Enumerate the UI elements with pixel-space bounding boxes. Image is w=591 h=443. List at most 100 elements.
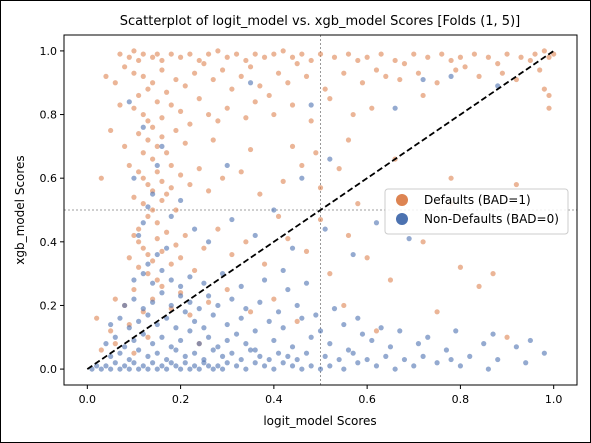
- point-non-default: [98, 366, 104, 372]
- point-default: [140, 150, 146, 156]
- point-default: [122, 64, 128, 70]
- point-non-default: [317, 366, 324, 372]
- point-non-default: [140, 124, 146, 130]
- diagonal-layer: [86, 50, 555, 370]
- point-default: [313, 150, 319, 156]
- point-non-default: [117, 315, 123, 321]
- point-non-default: [303, 350, 310, 356]
- point-non-default: [154, 251, 160, 258]
- point-default: [504, 51, 510, 57]
- point-default: [131, 70, 137, 76]
- point-non-default: [173, 325, 179, 331]
- point-non-default: [150, 360, 156, 366]
- point-default: [191, 267, 198, 274]
- point-default: [145, 86, 151, 92]
- point-default: [369, 105, 375, 111]
- point-non-default: [280, 267, 286, 274]
- point-non-default: [271, 207, 277, 213]
- point-default: [187, 181, 193, 188]
- point-non-default: [275, 350, 282, 356]
- point-default: [257, 83, 263, 89]
- point-non-default: [350, 350, 356, 356]
- point-non-default: [215, 344, 221, 350]
- point-default: [154, 277, 160, 283]
- point-non-default: [317, 328, 324, 334]
- point-default: [425, 54, 431, 60]
- point-non-default: [285, 286, 291, 293]
- point-default: [345, 137, 352, 143]
- point-default: [247, 64, 254, 70]
- point-non-default: [187, 274, 193, 280]
- point-default: [238, 73, 244, 79]
- point-non-default: [140, 271, 146, 277]
- point-default: [243, 57, 249, 64]
- point-default: [355, 57, 361, 64]
- point-default: [164, 229, 170, 235]
- point-non-default: [103, 341, 109, 347]
- point-non-default: [327, 363, 333, 369]
- point-non-default: [308, 363, 314, 369]
- point-non-default: [541, 350, 547, 356]
- point-non-default: [364, 356, 370, 363]
- point-non-default: [154, 162, 160, 169]
- point-non-default: [523, 360, 529, 366]
- point-non-default: [378, 325, 384, 331]
- point-default: [229, 251, 235, 258]
- point-non-default: [205, 239, 212, 245]
- point-default: [173, 76, 179, 83]
- point-default: [98, 175, 104, 181]
- point-default: [131, 286, 137, 293]
- point-non-default: [126, 366, 132, 372]
- point-non-default: [177, 197, 184, 204]
- point-non-default: [369, 337, 375, 344]
- point-default: [285, 80, 291, 86]
- point-non-default: [280, 360, 286, 366]
- point-default: [173, 242, 179, 248]
- point-default: [168, 162, 174, 169]
- point-default: [541, 86, 547, 92]
- point-non-default: [103, 363, 109, 369]
- point-non-default: [196, 306, 202, 312]
- point-non-default: [383, 353, 389, 359]
- point-default: [168, 261, 174, 267]
- point-default: [103, 73, 109, 79]
- y-axis-label: xgb_model Scores: [13, 155, 27, 264]
- point-default: [98, 347, 104, 353]
- point-default: [182, 232, 188, 239]
- point-default: [341, 70, 347, 76]
- point-non-default: [527, 337, 533, 344]
- point-non-default: [108, 353, 114, 359]
- point-default: [150, 54, 156, 60]
- point-non-default: [191, 226, 198, 232]
- point-default: [317, 51, 324, 57]
- point-non-default: [150, 280, 156, 286]
- point-non-default: [289, 245, 296, 251]
- point-non-default: [164, 245, 170, 251]
- point-non-default: [271, 337, 277, 344]
- legend-label-defaults: Defaults (BAD=1): [424, 193, 531, 207]
- point-non-default: [448, 356, 454, 363]
- point-default: [415, 70, 422, 76]
- point-non-default: [252, 360, 258, 366]
- point-default: [434, 80, 440, 86]
- point-default: [541, 48, 547, 54]
- point-default: [271, 111, 277, 118]
- point-default: [350, 111, 356, 118]
- point-default: [317, 185, 324, 191]
- point-non-default: [136, 318, 142, 324]
- point-default: [154, 169, 160, 175]
- point-non-default: [252, 328, 258, 334]
- point-default: [411, 51, 417, 57]
- point-default: [527, 57, 533, 64]
- point-non-default: [224, 321, 230, 328]
- point-non-default: [117, 366, 123, 372]
- point-non-default: [224, 360, 230, 366]
- point-non-default: [131, 296, 137, 302]
- point-non-default: [131, 277, 137, 283]
- point-non-default: [411, 363, 417, 369]
- point-default: [294, 318, 300, 324]
- point-default: [499, 70, 505, 76]
- point-default: [145, 213, 151, 219]
- point-default: [322, 86, 328, 92]
- point-non-default: [238, 315, 244, 321]
